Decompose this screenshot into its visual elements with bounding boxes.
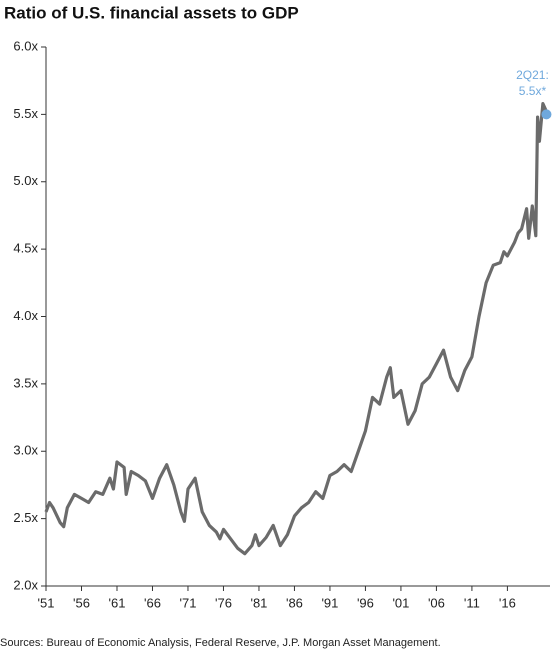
annotation: 2Q21:: [516, 68, 549, 82]
data-line: [44, 102, 548, 556]
y-tick-label: 5.0x: [13, 173, 38, 188]
x-tick-label: '56: [73, 595, 90, 610]
x-tick-label: '96: [357, 595, 374, 610]
source-note: Sources: Bureau of Economic Analysis, Fe…: [0, 637, 441, 649]
x-tick-label: '81: [250, 595, 267, 610]
x-tick-label: '76: [215, 595, 232, 610]
chart-title: Ratio of U.S. financial assets to GDP: [4, 3, 299, 22]
x-tick-label: '06: [428, 595, 445, 610]
x-tick-label: '91: [321, 595, 338, 610]
x-tick-label: '01: [392, 595, 409, 610]
y-tick-label: 6.0x: [13, 38, 38, 53]
x-tick-label: '61: [109, 595, 126, 610]
y-tick-label: 2.0x: [13, 577, 38, 592]
annotation: 5.5x*: [519, 84, 547, 98]
y-tick-label: 4.0x: [13, 308, 38, 323]
y-tick-label: 5.5x: [13, 106, 38, 121]
y-tick-label: 3.0x: [13, 443, 38, 458]
x-tick-label: '51: [38, 595, 55, 610]
y-tick-label: 3.5x: [13, 375, 38, 390]
x-tick-label: '16: [499, 595, 516, 610]
y-tick-label: 4.5x: [13, 241, 38, 256]
x-tick-label: '66: [144, 595, 161, 610]
x-tick-label: '71: [179, 595, 196, 610]
x-tick-label: '11: [464, 595, 480, 610]
y-tick-label: 2.5x: [13, 510, 38, 525]
x-tick-label: '86: [286, 595, 303, 610]
highlight-point: [541, 109, 552, 120]
